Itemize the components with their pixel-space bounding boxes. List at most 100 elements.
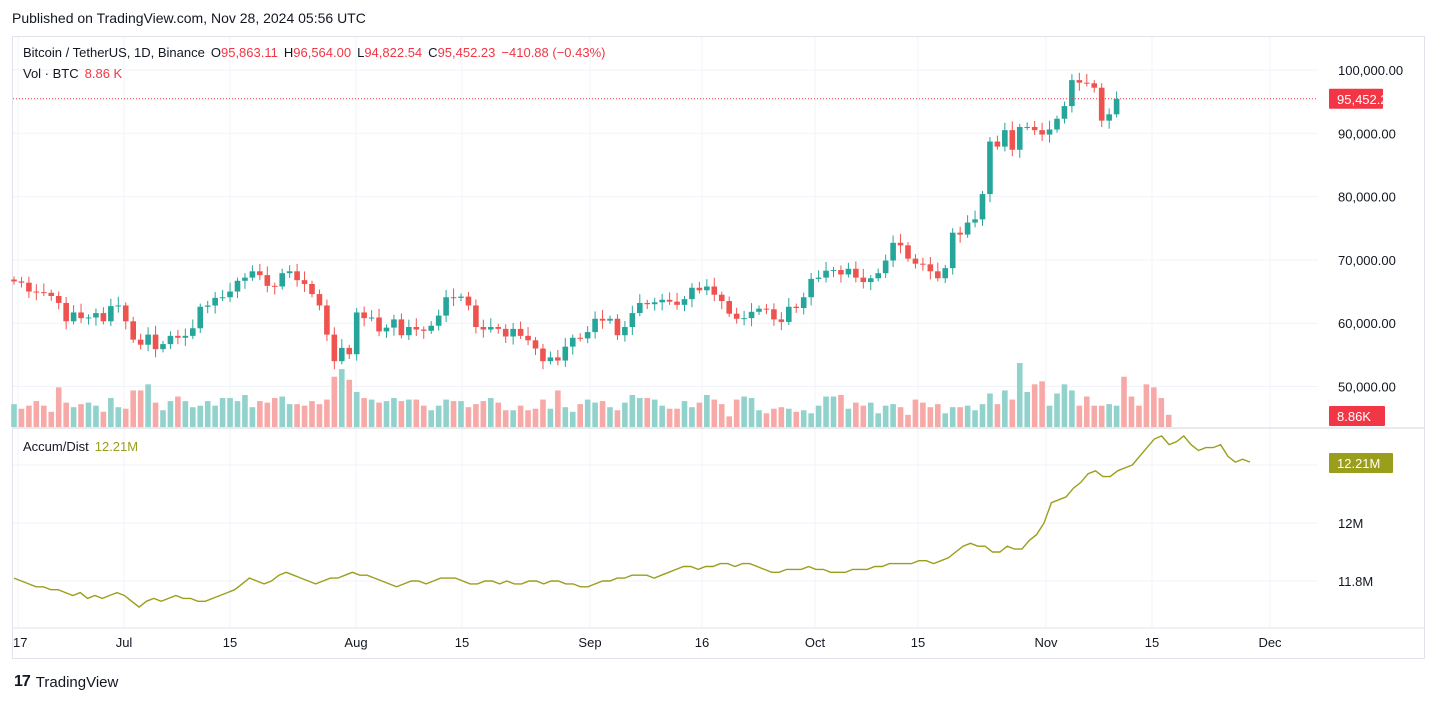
volume-bar: [637, 398, 643, 427]
volume-bar: [808, 413, 814, 427]
volume-bar: [696, 402, 703, 427]
tradingview-logo[interactable]: 17 TradingView: [14, 673, 118, 691]
candle-body: [756, 308, 762, 312]
volume-bar: [93, 405, 99, 427]
candle-body: [383, 327, 390, 332]
candle-body: [435, 315, 442, 326]
candle-body: [122, 305, 129, 322]
candle-body: [532, 340, 539, 349]
volume-bar: [622, 402, 628, 427]
volume-bar: [450, 401, 457, 427]
volume-bar: [391, 398, 397, 427]
volume-bar: [130, 390, 136, 427]
volume-bar: [85, 402, 92, 427]
volume-bar: [1046, 405, 1053, 427]
candle-body: [681, 299, 688, 305]
candle-body: [502, 328, 509, 337]
candle-body: [286, 271, 293, 274]
candle-body: [718, 294, 725, 302]
symbol-name: Bitcoin / TetherUS, 1D, Binance: [23, 45, 205, 60]
time-axis-label: 15: [911, 635, 925, 650]
indicator-name: Accum/Dist: [23, 439, 89, 454]
candle-body: [1084, 82, 1090, 84]
volume-bar: [1098, 405, 1105, 427]
volume-bar: [271, 398, 278, 427]
volume-bar: [935, 404, 941, 427]
candle-body: [800, 297, 807, 309]
volume-bar: [465, 407, 472, 427]
candle-body: [279, 273, 285, 287]
candle-body: [994, 141, 1001, 147]
volume-bar: [964, 405, 971, 427]
volume-bar: [875, 413, 881, 427]
candle-body: [41, 292, 47, 294]
candle-body: [704, 286, 710, 291]
candle-body: [555, 357, 561, 361]
volume-bar: [562, 407, 569, 427]
volume-bar: [1024, 391, 1030, 427]
candle-body: [935, 271, 941, 279]
volume-bar: [1069, 390, 1075, 427]
last-volume-badge-bg: [1329, 406, 1385, 426]
volume-bar: [458, 401, 464, 427]
low-label: L: [357, 45, 365, 60]
candle-body: [771, 309, 777, 320]
low-value: 94,822.54: [364, 45, 423, 60]
candle-body: [1016, 126, 1023, 150]
candle-body: [428, 325, 434, 331]
candle-body: [249, 271, 256, 278]
volume-bar: [1031, 384, 1038, 427]
volume-bar: [704, 395, 710, 427]
candle-body: [353, 312, 360, 355]
volume-bar: [11, 404, 17, 427]
volume-bar: [897, 407, 904, 427]
volume-bar: [890, 404, 896, 427]
volume-bar: [920, 402, 926, 427]
candle-body: [979, 194, 986, 220]
candle-body: [957, 232, 963, 235]
candle-body: [927, 264, 934, 272]
candles: [11, 72, 1120, 370]
candle-body: [748, 311, 755, 319]
time-axis-label: Dec: [1258, 635, 1282, 650]
volume-bar: [927, 407, 934, 427]
candle-body: [733, 313, 740, 319]
volume-bar: [502, 410, 509, 427]
candle-body: [294, 271, 300, 281]
time-axis-label: 15: [223, 635, 237, 650]
volume-bar: [584, 399, 591, 427]
candle-body: [212, 297, 218, 306]
volume-bar: [741, 396, 747, 427]
volume-bar: [1039, 381, 1045, 427]
volume-bar: [160, 410, 166, 427]
volume-bar: [1016, 363, 1023, 427]
volume-bar: [435, 405, 442, 427]
candle-body: [264, 275, 271, 286]
volume-bar: [912, 399, 919, 427]
candle-body: [972, 219, 978, 223]
volume-bar: [1076, 405, 1083, 427]
chart-frame[interactable]: [12, 36, 1425, 659]
price-axis-label: 50,000.00: [1338, 380, 1396, 395]
volume-bar: [629, 395, 636, 427]
volume-bar: [972, 410, 978, 427]
volume-bar: [771, 408, 777, 427]
candle-body: [70, 312, 77, 322]
candle-body: [614, 318, 621, 336]
volume-bar: [331, 376, 338, 427]
candle-body: [629, 313, 636, 327]
candle-body: [987, 141, 993, 195]
candle-body: [1031, 126, 1038, 131]
candle-body: [331, 334, 338, 362]
candle-body: [562, 346, 569, 361]
candle-body: [920, 263, 926, 265]
volume-bar: [145, 384, 151, 427]
volume-bar: [815, 405, 822, 427]
candle-body: [182, 335, 189, 338]
candle-body: [242, 277, 248, 281]
volume-bar: [867, 402, 874, 427]
candle-body: [398, 319, 405, 336]
candle-body: [1106, 114, 1112, 121]
candle-body: [368, 317, 375, 319]
